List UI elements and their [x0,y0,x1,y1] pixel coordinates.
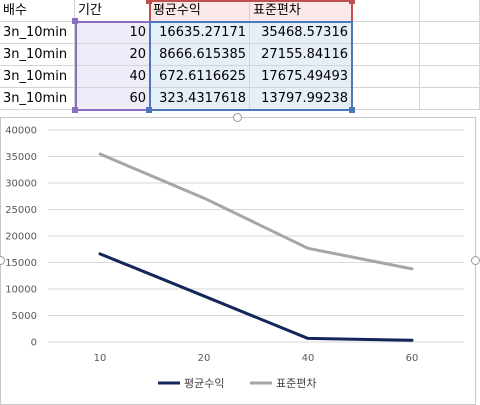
legend[interactable]: 평균수익 표준편차 [158,377,316,390]
range-handle[interactable] [72,18,78,24]
cell-std-dev[interactable]: 13797.99238 [250,88,352,110]
cell-period[interactable]: 40 [75,66,150,88]
y-tick-label: 10000 [5,285,37,296]
chart-resize-handle[interactable] [471,256,480,265]
cell-multiplier[interactable]: 3n_10min [0,22,75,44]
legend-label-std-dev: 표준편차 [276,377,316,390]
y-tick-label: 35000 [5,152,37,163]
cell-avg-return[interactable]: 672.6116625 [150,66,250,88]
x-axis-ticks: 10 20 40 60 [94,353,419,364]
cell-header-multiplier[interactable]: 배수 [0,0,75,22]
chart-resize-handle[interactable] [233,113,242,122]
cell-avg-return[interactable]: 16635.27171 [150,22,250,44]
cell-empty[interactable] [420,88,480,110]
cell-period[interactable]: 60 [75,88,150,110]
y-tick-label: 15000 [5,258,37,269]
y-tick-label: 0 [31,338,37,349]
cell-multiplier[interactable]: 3n_10min [0,88,75,110]
spreadsheet: 배수 기간 평균수익 표준편차 3n_10min 10 16635.27171 … [0,0,480,116]
x-tick-label: 10 [94,353,107,364]
cell-empty[interactable] [352,0,420,22]
x-tick-label: 40 [302,353,315,364]
legend-label-avg-return: 평균수익 [184,377,224,390]
series-line-avg-return[interactable] [98,252,414,342]
cell-period[interactable]: 10 [75,22,150,44]
cell-std-dev[interactable]: 17675.49493 [250,66,352,88]
y-tick-label: 5000 [12,311,37,322]
cell-header-period[interactable]: 기간 [75,0,150,22]
series-lines [98,152,414,342]
y-tick-label: 20000 [5,232,37,243]
cell-avg-return[interactable]: 8666.615385 [150,44,250,66]
range-handle[interactable] [349,0,355,4]
cell-multiplier[interactable]: 3n_10min [0,44,75,66]
cell-empty[interactable] [420,44,480,66]
cell-empty[interactable] [352,66,420,88]
cell-header-avg-return[interactable]: 평균수익 [150,0,250,22]
y-tick-label: 25000 [5,205,37,216]
y-tick-label: 30000 [5,179,37,190]
cell-empty[interactable] [420,22,480,44]
line-chart[interactable]: 0 5000 10000 15000 20000 25000 30000 35000 40000… [0,117,480,405]
x-tick-label: 60 [406,353,419,364]
cell-empty[interactable] [420,0,480,22]
chart-area[interactable] [0,117,476,405]
cell-multiplier[interactable]: 3n_10min [0,66,75,88]
cell-empty[interactable] [352,22,420,44]
cell-std-dev[interactable]: 27155.84116 [250,44,352,66]
chart-resize-handle[interactable] [0,256,5,265]
cell-empty[interactable] [352,44,420,66]
gridlines [48,129,464,343]
cell-empty[interactable] [420,66,480,88]
cell-period[interactable]: 20 [75,44,150,66]
cell-empty[interactable] [352,88,420,110]
range-handle[interactable] [146,0,152,4]
x-tick-label: 20 [198,353,211,364]
cell-header-std-dev[interactable]: 표준편차 [250,0,352,22]
range-handle[interactable] [72,107,78,113]
y-axis-ticks: 0 5000 10000 15000 20000 25000 30000 35000 40000 [5,126,37,349]
cell-avg-return[interactable]: 323.4317618 [150,88,250,110]
range-handle[interactable] [146,107,152,113]
range-handle[interactable] [349,107,355,113]
cell-std-dev[interactable]: 35468.57316 [250,22,352,44]
y-tick-label: 40000 [5,126,37,137]
series-line-std-dev[interactable] [98,152,414,271]
